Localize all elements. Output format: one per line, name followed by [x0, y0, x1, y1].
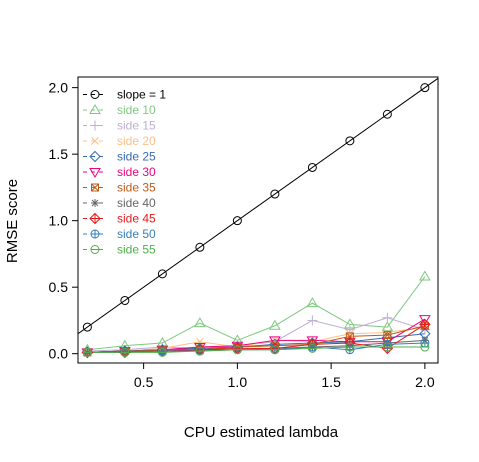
legend-label-side-20: side 20 — [117, 134, 156, 148]
marker-layer — [81, 83, 431, 359]
data-point-slope-1-4 — [195, 242, 205, 252]
data-point-side-55-4 — [195, 346, 205, 356]
data-point-side-30-10 — [419, 315, 431, 326]
data-point-side-10-7 — [306, 297, 319, 308]
legend-item-side-40: side 40 — [83, 196, 156, 210]
legend-item-side-50: side 50 — [83, 227, 156, 241]
series-line-side-45 — [87, 323, 426, 353]
legend-marker-side-50 — [90, 229, 100, 239]
data-point-side-35-9 — [383, 331, 392, 340]
data-point-side-10-9 — [381, 321, 394, 332]
legend-item-side-30: side 30 — [83, 165, 156, 179]
data-point-side-10-4 — [194, 317, 206, 328]
series-line-side-35 — [87, 325, 426, 353]
data-point-side-55-2 — [120, 347, 130, 357]
y-tick-label: 0.5 — [49, 279, 69, 295]
x-tick-label: 2.0 — [415, 374, 435, 390]
data-point-side-20-4 — [196, 337, 204, 346]
data-point-slope-1-6 — [270, 189, 280, 199]
legend-item-side-25: side 25 — [83, 150, 156, 164]
legend-label-side-10: side 10 — [117, 103, 156, 117]
data-point-side-20-8 — [346, 329, 354, 338]
series-line-side-40 — [87, 339, 425, 353]
data-point-side-30-6 — [269, 336, 281, 347]
legend-label-side-25: side 25 — [117, 150, 156, 164]
x-axis-label: CPU estimated lambda — [184, 424, 339, 441]
series-line-side-20 — [87, 326, 425, 353]
data-point-slope-1-5 — [232, 216, 242, 226]
legend-item-side-45: side 45 — [83, 212, 156, 226]
legend-marker-side-15 — [90, 120, 100, 131]
x-tick-label: 1.5 — [321, 374, 341, 390]
series-line-side-10 — [87, 276, 426, 351]
y-axis: 0.0 0.5 1.0 1.5 2.0 — [49, 80, 79, 362]
data-point-slope-1-3 — [157, 269, 167, 279]
y-tick-label: 1.0 — [49, 213, 69, 229]
x-tick-label: 0.5 — [134, 374, 154, 390]
legend-marker-side-45 — [89, 212, 101, 225]
series-layer — [78, 77, 438, 353]
legend-marker-side-55 — [90, 245, 100, 254]
legend-item-side-55: side 55 — [83, 243, 156, 257]
data-point-side-55-9 — [382, 342, 392, 352]
legend-item-side-35: side 35 — [83, 181, 156, 195]
legend-label-side-15: side 15 — [117, 119, 156, 133]
data-point-slope-1-9 — [382, 109, 392, 119]
data-point-side-15-7 — [307, 315, 318, 326]
legend-item-slope-1: slope = 1 — [83, 88, 166, 102]
data-point-side-10-6 — [269, 319, 281, 330]
legend-label-slope-1: slope = 1 — [117, 88, 166, 102]
legend-marker-side-10 — [89, 104, 101, 114]
data-point-side-15-9 — [382, 312, 393, 323]
series-line-slope-1 — [78, 77, 438, 335]
legend-label-side-35: side 35 — [117, 181, 156, 195]
data-point-slope-1-1 — [82, 322, 92, 332]
legend-marker-side-20 — [91, 137, 99, 145]
data-point-slope-1-10 — [420, 83, 430, 93]
data-point-side-45-10 — [419, 318, 431, 331]
legend-marker-side-25 — [89, 150, 101, 163]
data-point-side-35-8 — [345, 332, 354, 341]
data-point-slope-1-7 — [307, 162, 317, 172]
x-tick-label: 1.0 — [228, 374, 248, 390]
data-point-side-10-10 — [419, 270, 431, 281]
data-point-side-55-1 — [82, 347, 92, 357]
legend-label-side-45: side 45 — [117, 212, 156, 226]
series-line-side-55 — [87, 346, 425, 353]
legend-label-side-40: side 40 — [117, 196, 156, 210]
legend-item-side-10: side 10 — [83, 103, 156, 117]
y-axis-label: RMSE score — [4, 179, 21, 263]
legend-marker-side-35 — [91, 183, 99, 192]
legend-marker-slope-1 — [90, 90, 100, 99]
data-point-side-55-8 — [345, 342, 355, 352]
data-point-slope-1-8 — [345, 136, 355, 146]
legend-marker-side-30 — [89, 168, 101, 178]
data-point-side-55-6 — [270, 345, 280, 355]
legend-item-side-15: side 15 — [83, 119, 156, 133]
legend-marker-side-40 — [91, 199, 99, 207]
y-tick-label: 1.5 — [49, 146, 69, 162]
y-tick-label: 2.0 — [49, 80, 69, 96]
x-axis: 0.5 1.0 1.5 2.0 — [134, 362, 435, 390]
data-point-side-55-3 — [157, 347, 167, 357]
legend-item-side-20: side 20 — [83, 134, 156, 148]
data-point-side-55-10 — [420, 342, 430, 352]
data-point-side-55-5 — [232, 345, 242, 355]
data-point-slope-1-2 — [120, 295, 130, 305]
legend-label-side-55: side 55 — [117, 243, 156, 257]
y-tick-label: 0.0 — [49, 346, 69, 362]
legend-label-side-30: side 30 — [117, 165, 156, 179]
legend-label-side-50: side 50 — [117, 227, 156, 241]
data-point-side-55-7 — [307, 343, 317, 353]
